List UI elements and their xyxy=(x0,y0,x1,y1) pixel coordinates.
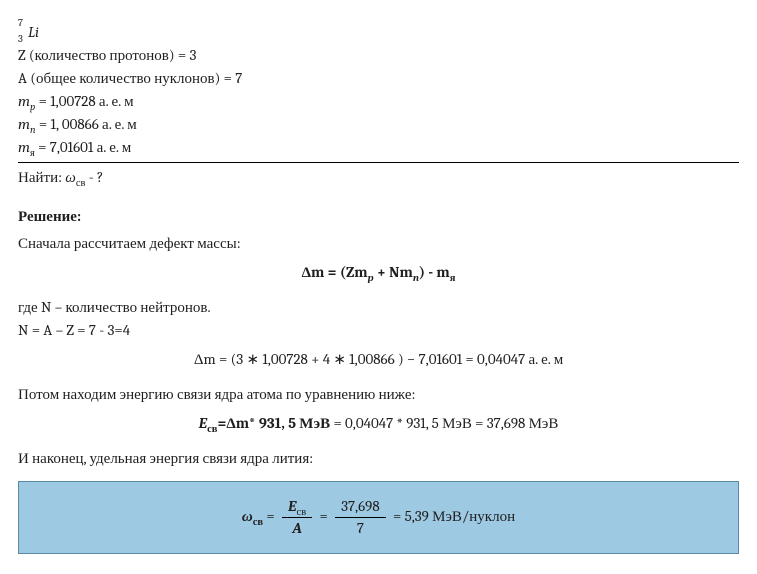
a-value: 7 xyxy=(235,69,242,87)
mp-value: = 1,00728 а. е. м xyxy=(35,92,133,110)
mya-symbol: m xyxy=(18,138,30,156)
omega-symbol: ω xyxy=(65,168,76,186)
a-line: A (общее количество нуклонов) = 7 xyxy=(18,68,739,89)
frac-E-over-A: Eсв A xyxy=(282,496,312,539)
eq1-part3: ) - m xyxy=(419,263,450,281)
defect-mass-calc: Δm = (3 ∗ 1,00728 + 4 ∗ 1,00866 ) − 7,01… xyxy=(18,349,739,370)
eq1-part1: Δm = (Zm xyxy=(302,263,368,281)
E-sub: св xyxy=(207,423,217,435)
eq2-text: Δm = (3 ∗ 1,00728 + 4 ∗ 1,00866 ) − 7,01… xyxy=(194,350,563,368)
eq1-sub-ya: я xyxy=(450,272,456,284)
z-line: Z (количество протонов) = 3 xyxy=(18,45,739,66)
frac2-num: 37,698 xyxy=(335,496,386,518)
isotope-symbol: 7 3 Li xyxy=(18,22,39,43)
mn-value: = 1, 00866 а. е. м xyxy=(36,115,137,133)
frac1-E-sub: св xyxy=(297,506,307,518)
mp-symbol: m xyxy=(18,92,30,110)
eq3-rest: = 0,04047 * 931, 5 МэВ = 37,698 МэВ xyxy=(330,414,558,432)
eq3-bold-mid: =Δm* 931, 5 МэВ xyxy=(217,414,330,432)
solution-heading: Решение: xyxy=(18,206,739,227)
find-line: Найти: ωсв - ? xyxy=(18,167,739,188)
mn-line: mn = 1, 00866 а. е. м xyxy=(18,114,739,135)
element-symbol: Li xyxy=(28,23,39,41)
step3-text: N = A – Z = 7 - 3=4 xyxy=(18,320,739,341)
atomic-number: 3 xyxy=(18,32,23,47)
mp-line: mp = 1,00728 а. е. м xyxy=(18,91,739,112)
frac-numeric: 37,698 7 xyxy=(335,496,386,539)
frac2-den: 7 xyxy=(335,518,386,539)
mya-line: mя = 7,01601 а. е. м xyxy=(18,137,739,158)
z-label: Z (количество протонов) = xyxy=(18,46,189,64)
frac1-E: E xyxy=(288,497,297,515)
defect-mass-formula: Δm = (Zmp + Nmn) - mя xyxy=(18,262,739,283)
frac1-num: Eсв xyxy=(282,496,312,518)
mn-symbol: m xyxy=(18,115,30,133)
find-question: - ? xyxy=(85,168,103,186)
step2-text: где N – количество нейтронов. xyxy=(18,297,739,318)
mya-value: = 7,01601 а. е. м xyxy=(35,138,131,156)
step5-text: И наконец, удельная энергия связи ядра л… xyxy=(18,448,739,469)
eq1-part2: + Nm xyxy=(374,263,413,281)
binding-energy-eq: Eсв=Δm* 931, 5 МэВ = 0,04047 * 931, 5 Мэ… xyxy=(18,413,739,434)
z-value: 3 xyxy=(189,46,196,64)
step1-text: Сначала рассчитаем дефект массы: xyxy=(18,233,739,254)
ans-result: = 5,39 МэВ/нуклон xyxy=(393,507,515,525)
E-symbol: E xyxy=(199,414,208,432)
find-label: Найти: xyxy=(18,168,65,186)
separator-line xyxy=(18,162,739,163)
ans-omega-sub: св xyxy=(253,516,263,528)
mass-number: 7 xyxy=(18,16,23,31)
omega-sub: св xyxy=(76,177,86,189)
isotope-line: 7 3 Li xyxy=(18,22,739,43)
a-label: A (общее количество нуклонов) = xyxy=(18,69,235,87)
answer-box: ωсв = Eсв A = 37,698 7 = 5,39 МэВ/нуклон xyxy=(18,481,739,554)
frac1-den: A xyxy=(282,518,312,539)
ans-omega: ω xyxy=(242,507,253,525)
ans-eq2: = xyxy=(319,507,331,525)
step4-text: Потом находим энергию связи ядра атома п… xyxy=(18,384,739,405)
ans-eq1: = xyxy=(263,507,278,525)
